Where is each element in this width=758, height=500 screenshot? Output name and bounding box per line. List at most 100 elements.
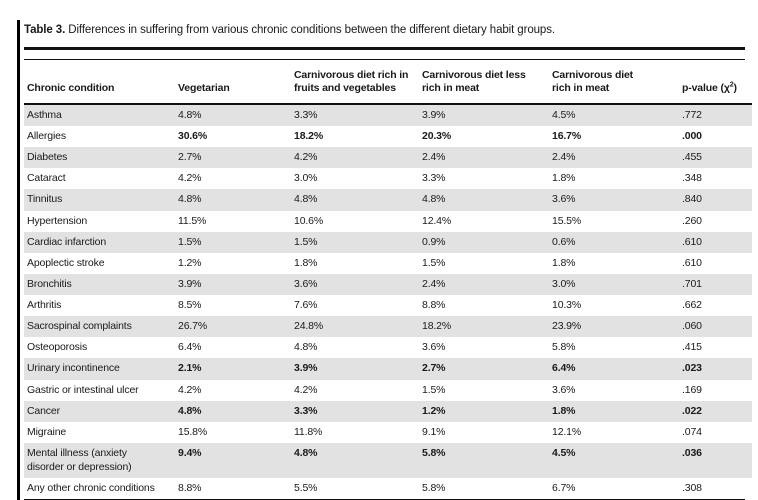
condition-cell: Osteoporosis [27,341,88,354]
carnivorous-fruits-vegetables-value-cell: 24.8% [291,316,419,338]
vegetarian-value-cell: 1.5% [175,231,291,253]
carnivorous-less-meat-value-cell: 18.2% [419,316,549,338]
vegetarian-value-cell: 9.4% [175,443,291,478]
table-row: Osteoporosis 6.4% 4.8% 3.6% 5.8% .415 [24,337,752,358]
carnivorous-less-meat-value-cell: 3.6% [422,341,446,354]
carnivorous-rich-meat-value-cell: 6.7% [552,481,576,494]
carnivorous-less-meat-value-cell: 5.8% [419,443,549,478]
carnivorous-fruits-vegetables-value-cell: 3.3% [291,103,419,126]
p-value-cell: .000 [682,129,702,142]
carnivorous-rich-meat-value-cell: 4.5% [549,443,679,478]
p-value-cell: .308 [682,481,702,494]
carnivorous-less-meat-value-cell: 2.4% [419,273,549,296]
table-header: Chronic condition Vegetarian Carnivorous… [24,59,752,105]
table-title-text: Differences in suffering from various ch… [65,24,555,36]
carnivorous-fruits-vegetables-value-cell: 5.5% [294,481,318,494]
carnivorous-rich-meat-value-cell: 5.8% [552,341,576,354]
p-value-cell: .701 [679,273,752,296]
table-row: Cardiac infarction 1.5% 1.5% 0.9% 0.6% .… [24,231,752,253]
table-row: Asthma 4.8% 3.3% 3.9% 4.5% .772 [24,103,752,126]
table-row: Migraine 15.8% 11.8% 9.1% 12.1% .074 [24,422,752,443]
vegetarian-value-cell: 4.2% [178,383,202,396]
p-value-cell: .610 [682,256,702,269]
condition-cell: Cataract [27,172,66,185]
vegetarian-value-cell: 3.9% [175,273,291,296]
condition-cell: Urinary incontinence [24,358,175,380]
table-title-label: Table 3. [24,24,66,36]
carnivorous-less-meat-value-cell: 3.3% [422,172,446,185]
col-header-carnivorous-rich-meat: Carnivorous diet rich in meat [549,59,679,105]
p-value-cell: .074 [682,425,702,438]
table-accent-block: Table 3. Differences in suffering from v… [17,20,752,500]
col-header-p-value: p-value (χ2) [679,59,752,105]
carnivorous-rich-meat-value-cell: 15.5% [552,214,582,227]
col-header-vegetarian: Vegetarian [175,59,291,105]
carnivorous-less-meat-value-cell: 1.2% [419,400,549,422]
p-value-cell: .060 [679,316,752,338]
vegetarian-value-cell: 4.2% [178,172,202,185]
carnivorous-less-meat-value-cell: 9.1% [422,425,446,438]
table-row: Sacrospinal complaints 26.7% 24.8% 18.2%… [24,316,752,338]
table-row: Apoplectic stroke 1.2% 1.8% 1.5% 1.8% .6… [24,253,752,274]
p-value-cell: .022 [679,400,752,422]
carnivorous-fruits-vegetables-value-cell: 1.5% [291,231,419,253]
table-row: Bronchitis 3.9% 3.6% 2.4% 3.0% .701 [24,273,752,296]
condition-cell: Diabetes [24,147,175,169]
carnivorous-fruits-vegetables-value-cell: 18.2% [294,129,324,142]
carnivorous-less-meat-value-cell: 4.8% [419,189,549,211]
condition-cell: Allergies [27,129,66,142]
title-rule-thick [24,46,745,50]
table-row: Gastric or intestinal ulcer 4.2% 4.2% 1.… [24,380,752,401]
carnivorous-fruits-vegetables-value-cell: 3.3% [291,400,419,422]
carnivorous-less-meat-value-cell: 1.5% [422,383,446,396]
carnivorous-fruits-vegetables-value-cell: 4.8% [291,189,419,211]
vegetarian-value-cell: 4.8% [175,400,291,422]
table-row: Urinary incontinence 2.1% 3.9% 2.7% 6.4%… [24,358,752,380]
condition-cell: Tinnitus [24,189,175,211]
carnivorous-fruits-vegetables-value-cell: 4.8% [291,443,419,478]
carnivorous-rich-meat-value-cell: 3.6% [552,383,576,396]
carnivorous-less-meat-value-cell: 1.5% [422,256,446,269]
table-title: Table 3. Differences in suffering from v… [24,20,745,47]
carnivorous-fruits-vegetables-value-cell: 4.2% [291,147,419,169]
carnivorous-rich-meat-value-cell: 1.8% [552,256,576,269]
carnivorous-fruits-vegetables-value-cell: 4.2% [294,383,318,396]
carnivorous-fruits-vegetables-value-cell: 11.8% [294,425,323,438]
carnivorous-less-meat-value-cell: 0.9% [419,231,549,253]
carnivorous-less-meat-value-cell: 12.4% [422,214,452,227]
vegetarian-value-cell: 15.8% [178,425,208,438]
condition-cell: Migraine [27,425,67,438]
carnivorous-less-meat-value-cell: 3.9% [419,103,549,126]
p-value-cell: .260 [682,214,702,227]
condition-cell: Bronchitis [24,273,175,296]
carnivorous-fruits-vegetables-value-cell: 7.6% [294,299,318,312]
col-header-chronic-condition: Chronic condition [24,59,175,105]
carnivorous-less-meat-value-cell: 5.8% [422,481,446,494]
carnivorous-rich-meat-value-cell: 10.3% [552,299,582,312]
vegetarian-value-cell: 4.8% [175,189,291,211]
table-row: Hypertension 11.5% 10.6% 12.4% 15.5% .26… [24,211,752,232]
p-value-cell: .455 [679,147,752,169]
carnivorous-rich-meat-value-cell: 12.1% [552,425,582,438]
vegetarian-value-cell: 1.2% [178,256,202,269]
carnivorous-fruits-vegetables-value-cell: 1.8% [294,256,318,269]
table-row: Mental illness (anxiety disorder or depr… [24,443,752,478]
carnivorous-less-meat-value-cell: 8.8% [422,299,446,312]
vegetarian-value-cell: 8.5% [178,299,202,312]
carnivorous-rich-meat-value-cell: 23.9% [549,316,679,338]
condition-cell: Gastric or intestinal ulcer [27,383,139,396]
table-row: Cataract 4.2% 3.0% 3.3% 1.8% .348 [24,168,752,189]
condition-cell: Any other chronic conditions [27,481,155,494]
table-body: Asthma 4.8% 3.3% 3.9% 4.5% .772 Allergie… [24,103,752,499]
condition-cell: Apoplectic stroke [27,256,105,269]
p-value-cell: .840 [679,189,752,211]
condition-cell: Asthma [24,103,175,126]
p-value-cell: .415 [682,341,702,354]
carnivorous-less-meat-value-cell: 20.3% [422,129,452,142]
table-row: Diabetes 2.7% 4.2% 2.4% 2.4% .455 [24,147,752,169]
table-row: Tinnitus 4.8% 4.8% 4.8% 3.6% .840 [24,189,752,211]
p-value-cell: .169 [682,383,702,396]
carnivorous-rich-meat-value-cell: 3.0% [549,273,679,296]
vegetarian-value-cell: 11.5% [178,214,207,227]
vegetarian-value-cell: 2.1% [175,358,291,380]
